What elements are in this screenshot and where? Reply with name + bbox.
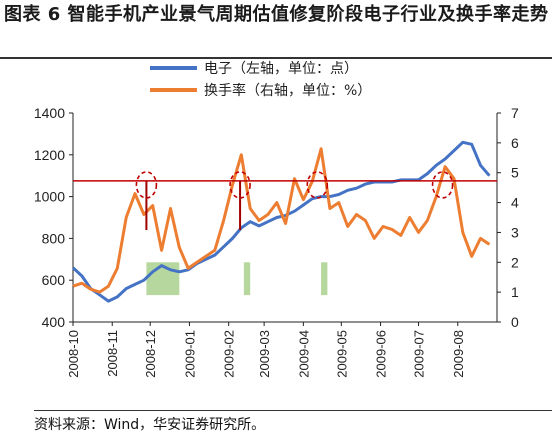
green-zone <box>321 262 328 296</box>
right-tick-label: 2 <box>511 254 519 270</box>
right-tick-label: 6 <box>511 135 519 151</box>
right-tick-label: 5 <box>511 165 519 181</box>
legend-label: 电子（左轴，单位：点） <box>204 61 358 77</box>
highlight-circle <box>306 171 329 199</box>
source-note: 资料来源：Wind，华安证券研究所。 <box>34 417 266 433</box>
x-tick-label: 2009-05 <box>334 330 349 378</box>
x-tick-label: 2009-01 <box>182 330 197 378</box>
left-tick-label: 1000 <box>34 189 65 205</box>
x-tick-label: 2009-07 <box>412 330 427 378</box>
x-tick-label: 2009-04 <box>296 330 311 378</box>
source-divider <box>34 410 552 411</box>
left-tick-label: 1200 <box>34 147 65 163</box>
x-tick-label: 2009-03 <box>257 330 272 378</box>
right-tick-label: 1 <box>511 284 519 300</box>
green-zone <box>243 262 251 296</box>
right-tick-label: 0 <box>511 314 519 330</box>
highlight-circle <box>229 171 251 199</box>
left-tick-label: 800 <box>42 230 66 246</box>
left-tick-label: 1400 <box>34 105 65 121</box>
figure-title: 图表 6 智能手机产业景气周期估值修复阶段电子行业及换手率走势 <box>4 4 549 25</box>
x-tick-label: 2008-12 <box>143 330 158 378</box>
turnover-chart: 电子（左轴，单位：点）换手率（右轴，单位：%）40060080010001200… <box>34 61 519 378</box>
left-tick-label: 600 <box>42 272 66 288</box>
title-divider <box>0 57 552 59</box>
x-tick-label: 2008-11 <box>105 330 120 377</box>
left-tick-label: 400 <box>42 314 66 330</box>
x-tick-label: 2009-06 <box>374 330 389 378</box>
x-tick-label: 2009-02 <box>222 330 237 378</box>
right-tick-label: 7 <box>511 105 519 121</box>
legend-label: 换手率（右轴，单位：%） <box>204 82 371 99</box>
series-line <box>72 147 491 294</box>
x-tick-label: 2008-10 <box>66 330 81 378</box>
right-tick-label: 3 <box>511 224 519 240</box>
right-tick-label: 4 <box>511 195 519 211</box>
highlight-circle <box>135 171 158 199</box>
x-tick-label: 2009-08 <box>451 330 466 378</box>
highlight-circle <box>431 171 454 199</box>
